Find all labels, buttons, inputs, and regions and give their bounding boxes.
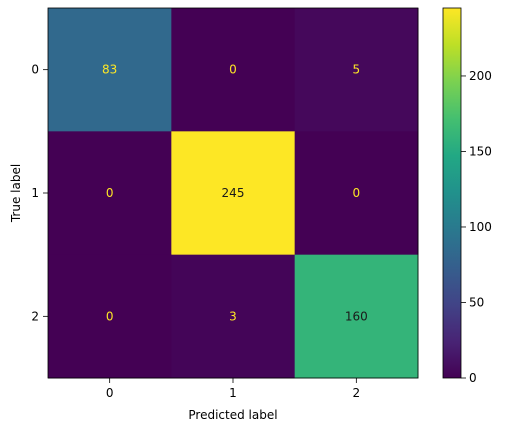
cell-value-label: 0 [229,63,237,77]
cell-value-label: 0 [106,309,114,323]
x-tick-label: 2 [353,386,361,400]
y-tick-label: 0 [31,63,39,77]
colorbar-tick-label: 150 [469,144,492,158]
colorbar-tick-label: 50 [469,295,484,309]
y-tick-label: 2 [31,309,39,323]
colorbar [442,7,462,379]
x-tick-label: 0 [106,386,114,400]
colorbar-tick-label: 100 [469,220,492,234]
heatmap-cell [294,8,419,132]
y-tick-label: 1 [31,186,39,200]
cell-value-label: 3 [229,309,237,323]
heatmap-cell [171,8,296,132]
colorbar-tick-label: 200 [469,69,492,83]
y-axis-title: True label [9,164,23,223]
y-axis-ticks: 0 1 2 [31,63,48,323]
cell-value-label: 83 [102,63,117,77]
heatmap-cell [48,8,172,132]
heatmap-cell [48,254,172,379]
heatmap-cell [48,131,172,256]
cell-value-label: 245 [222,186,245,200]
colorbar-ticks: 0 50 100 150 200 [461,69,492,385]
heatmap-cell [294,131,419,256]
cell-value-label: 0 [353,186,361,200]
colorbar-tick-label: 0 [469,371,477,385]
cell-value-label: 160 [345,309,368,323]
x-axis-ticks: 0 1 2 [106,378,360,400]
heatmap-cells: 83 0 5 0 245 0 0 3 160 [48,8,419,379]
heatmap-cell [171,131,296,256]
heatmap-cell [294,254,419,379]
x-axis-title: Predicted label [188,408,277,422]
cell-value-label: 5 [353,63,361,77]
heatmap-cell [171,254,296,379]
cell-value-label: 0 [106,186,114,200]
x-tick-label: 1 [229,386,237,400]
